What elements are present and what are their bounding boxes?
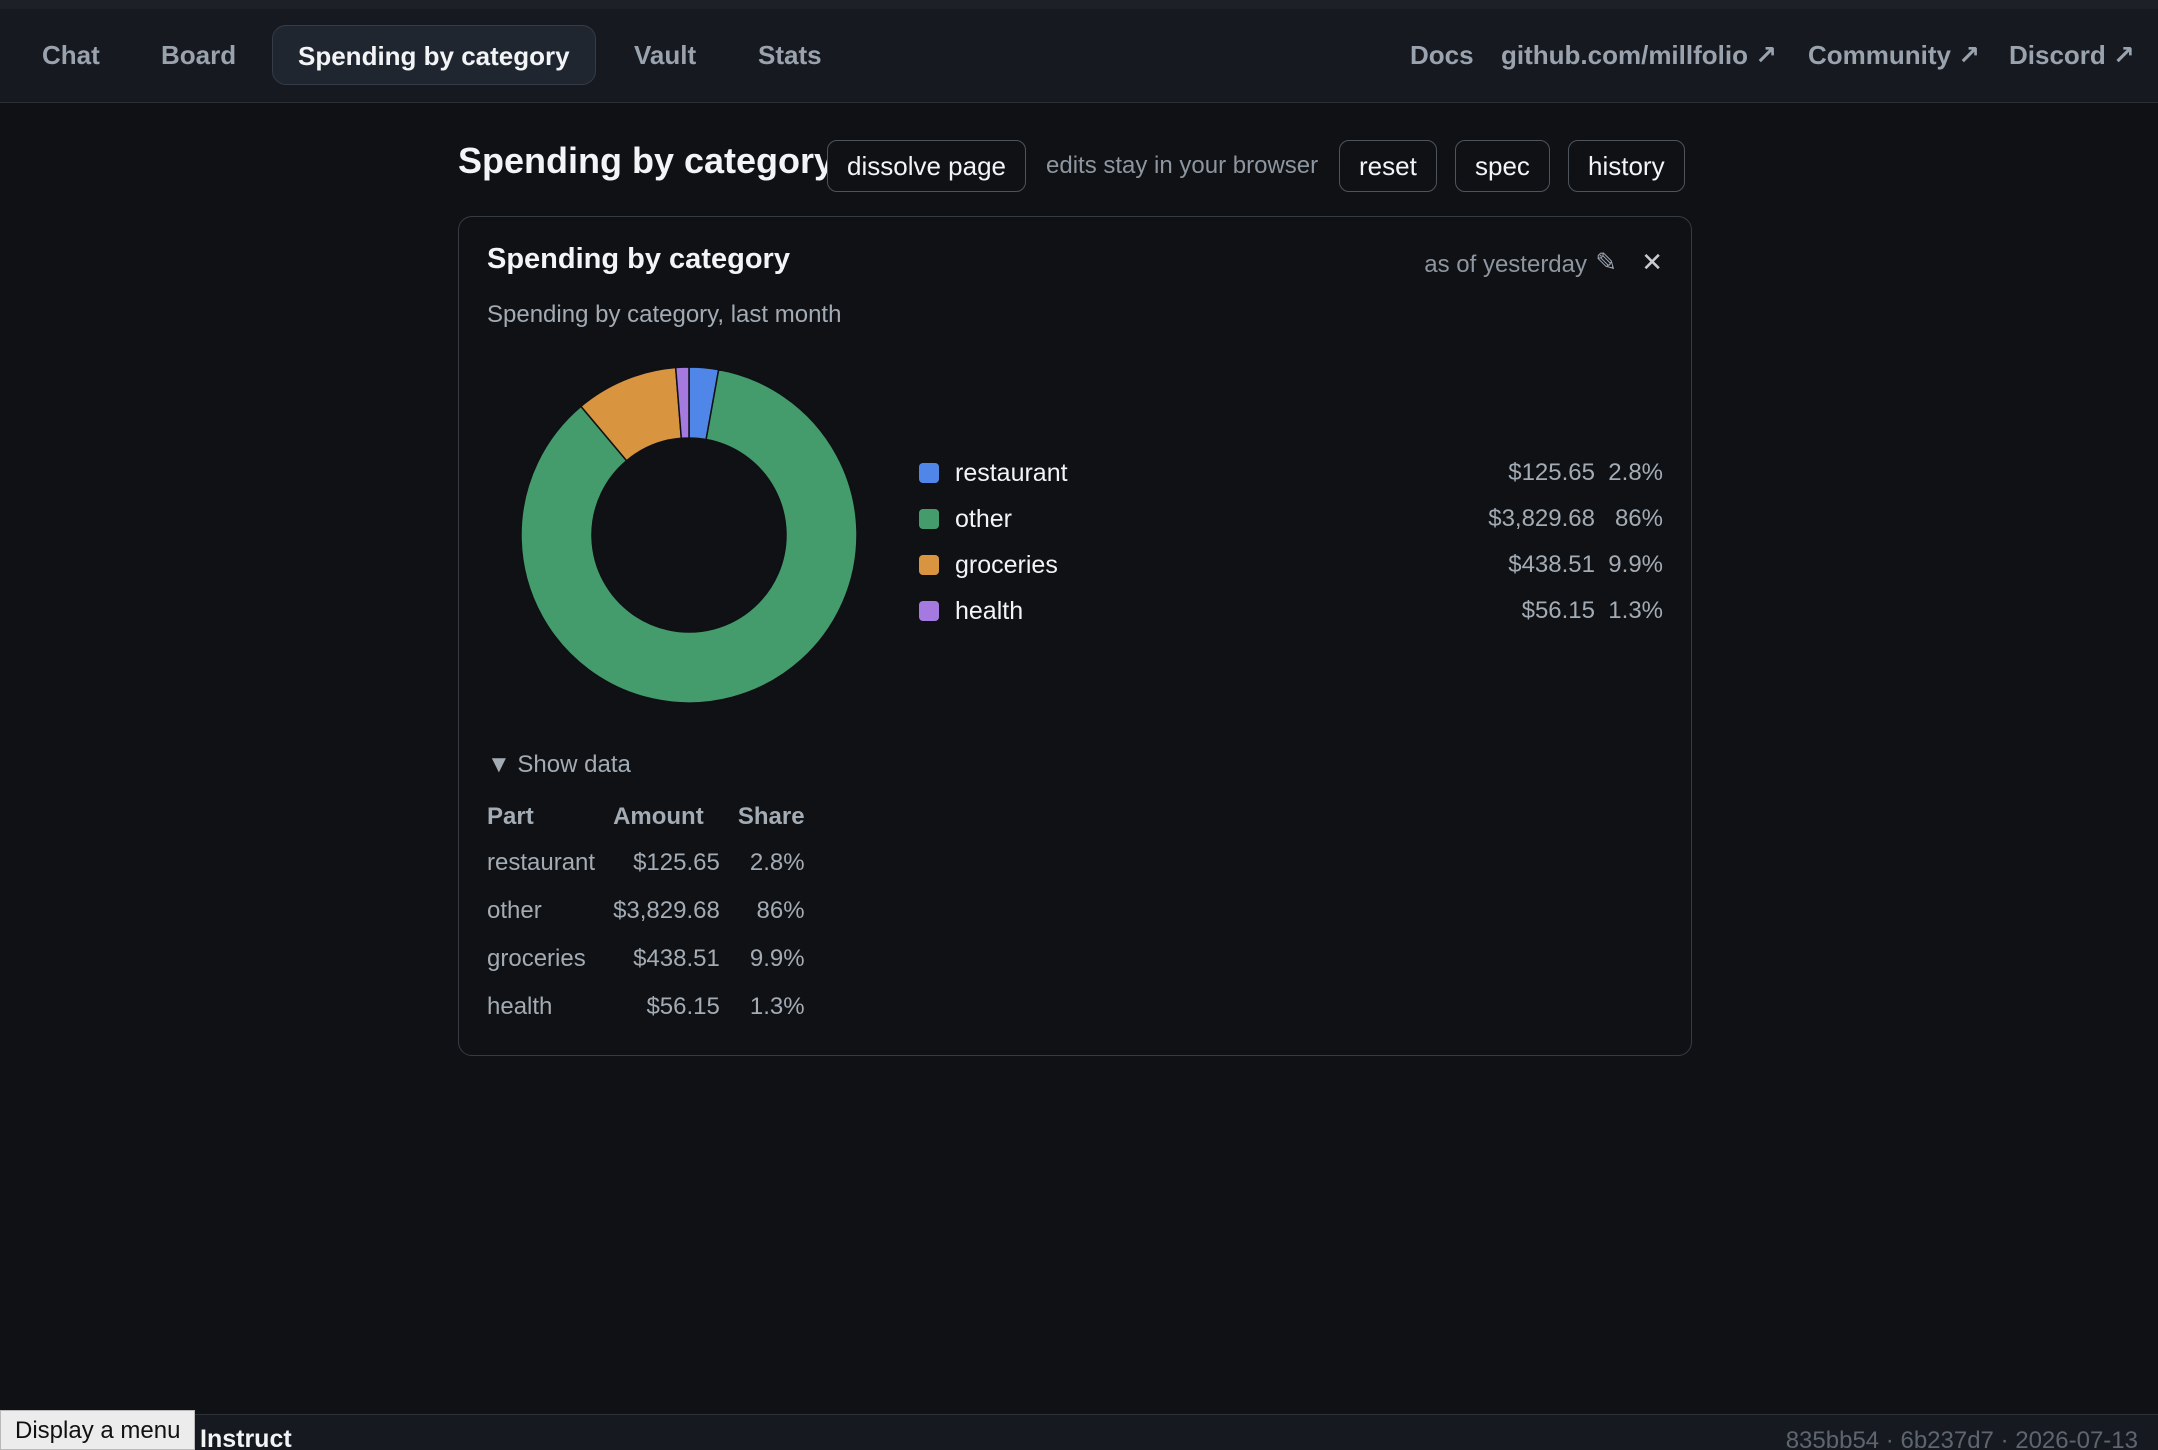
legend-swatch-restaurant [919,463,939,483]
table-cell-share: 86% [756,897,805,924]
pencil-icon[interactable]: ✎ [1595,247,1617,277]
table-row: groceries $438.51 9.9% [487,935,805,983]
legend-amount: $438.51 [1508,551,1595,578]
donut-chart [520,366,858,704]
legend-item: other $3,829.68 86% [919,497,1663,543]
legend-swatch-health [919,601,939,621]
table-header-amount: Amount [613,803,704,830]
tab-spending-by-category[interactable]: Spending by category [272,25,596,85]
docs-link[interactable]: Docs [1410,40,1474,70]
instruct-button[interactable]: Instruct [200,1425,292,1450]
table-header-row: Part Amount Share [487,795,805,839]
table-cell-share: 9.9% [749,945,805,972]
dissolve-page-button[interactable]: dissolve page [827,140,1026,192]
donut-slice-health [674,366,690,440]
table-row: other $3,829.68 86% [487,887,805,935]
table-row: restaurant $125.65 2.8% [487,839,805,887]
legend-share: 1.3% [1608,597,1663,624]
tab-chat[interactable]: Chat [42,40,100,70]
legend-amount: $125.65 [1508,459,1595,486]
github-link[interactable]: github.com/millfolio ↗ [1501,40,1777,70]
chart-card: Spending by category as of yesterday ✎ ✕… [458,216,1692,1056]
legend-swatch-groceries [919,555,939,575]
legend-item: restaurant $125.65 2.8% [919,451,1663,497]
page-title: Spending by category [458,140,835,181]
menu-tooltip: Display a menu [0,1410,196,1450]
table-cell-share: 2.8% [749,849,805,876]
table-cell-amount: $3,829.68 [613,897,720,924]
legend-share: 9.9% [1608,551,1663,578]
legend-label: health [955,597,1024,625]
footer-bar: Instruct 835bb54 · 6b237d7 · 2026-07-13 [0,1414,2158,1450]
legend-label: restaurant [955,459,1068,487]
table-cell-amount: $56.15 [646,993,720,1020]
history-button[interactable]: history [1568,140,1685,192]
top-nav: Chat Board Spending by category Vault St… [0,9,2158,103]
table-cell-part: restaurant [487,849,596,876]
legend-item: health $56.15 1.3% [919,589,1663,635]
close-icon[interactable]: ✕ [1641,247,1663,277]
table-header-part: Part [487,803,534,830]
table-cell-amount: $125.65 [633,849,720,876]
legend-amount: $3,829.68 [1488,505,1595,532]
community-link[interactable]: Community ↗ [1808,40,1981,70]
table-cell-part: health [487,993,553,1020]
card-title: Spending by category [487,243,790,275]
tab-board[interactable]: Board [161,40,237,70]
table-cell-part: other [487,897,542,924]
reset-button[interactable]: reset [1339,140,1437,192]
tab-stats[interactable]: Stats [758,40,822,70]
table-cell-amount: $438.51 [633,945,720,972]
legend-share: 86% [1614,505,1663,532]
donut-slice-other [520,368,858,704]
legend-amount: $56.15 [1521,597,1595,624]
legend-swatch-other [919,509,939,529]
spec-button[interactable]: spec [1455,140,1550,192]
legend-item: groceries $438.51 9.9% [919,543,1663,589]
build-info: 835bb54 · 6b237d7 · 2026-07-13 [1785,1427,2138,1450]
table-cell-share: 1.3% [749,993,805,1020]
chart-legend: restaurant $125.65 2.8% other $3,829.68 … [919,451,1663,635]
legend-share: 2.8% [1608,459,1663,486]
table-row: health $56.15 1.3% [487,983,805,1031]
legend-label: groceries [955,551,1058,579]
top-strip [0,0,2158,9]
legend-label: other [955,505,1012,533]
show-data-toggle[interactable]: ▼ Show data [487,751,631,778]
table-header-share: Share [737,803,805,830]
data-table: Part Amount Share restaurant $125.65 2.8… [487,795,805,1031]
as-of-label: as of yesterday [1424,251,1587,278]
edits-hint: edits stay in your browser [1046,152,1319,179]
tab-vault[interactable]: Vault [634,40,697,70]
discord-link[interactable]: Discord ↗ [2009,40,2135,70]
table-cell-part: groceries [487,945,586,972]
chart-subtitle: Spending by category, last month [487,301,842,328]
